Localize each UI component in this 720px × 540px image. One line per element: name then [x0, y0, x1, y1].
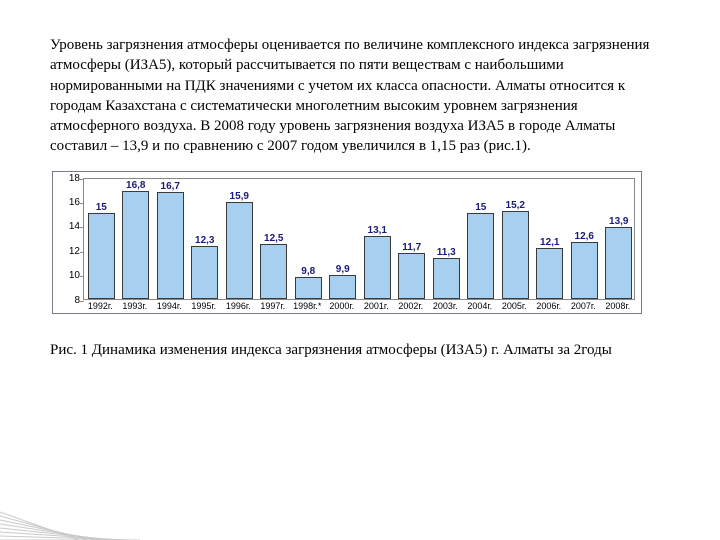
chart-bar: [191, 246, 218, 298]
chart-bar: [122, 191, 149, 298]
chart-x-tick-label: 1996г.: [221, 301, 256, 311]
chart-plot-area: 810121416181516,816,712,315,912,59,89,91…: [83, 178, 635, 300]
chart-x-tick-label: 2006г.: [532, 301, 567, 311]
chart-bar: [157, 192, 184, 298]
chart-x-tick-label: 2000г.: [325, 301, 360, 311]
chart-bar: [260, 244, 287, 299]
chart-bar-value-label: 13,1: [363, 225, 391, 236]
chart-container: 8 10 12 14 16 18 15 16,8 16,7 12,3 15,9 12,5 9,8 9,9 1…: [52, 171, 642, 314]
chart-bar: [502, 211, 529, 299]
chart-x-tick-label: 1994г.: [152, 301, 187, 311]
chart-y-tick: [80, 203, 84, 204]
chart-bar-value-label: 11,3: [432, 247, 460, 258]
figure-caption: Рис. 1 Динамика изменения индекса загряз…: [50, 340, 670, 360]
chart-x-tick-label: 2001г.: [359, 301, 394, 311]
chart-y-tick-label: 14: [60, 221, 80, 232]
chart-x-tick-label: 1995г.: [187, 301, 222, 311]
chart-x-tick-label: 1993г.: [118, 301, 153, 311]
chart-bar-value-label: 12,5: [260, 233, 288, 244]
corner-decoration: [0, 480, 140, 540]
chart-bar-value-label: 12,1: [536, 237, 564, 248]
chart-bar-value-label: 15,9: [225, 191, 253, 202]
chart-inner: 810121416181516,816,712,315,912,59,89,91…: [59, 178, 635, 311]
chart-x-tick-label: 2008г.: [601, 301, 636, 311]
chart-y-tick: [80, 252, 84, 253]
chart-bar: [571, 242, 598, 298]
chart-x-tick-label: 2004г.: [463, 301, 498, 311]
chart-bar-value-label: 9,8: [294, 266, 322, 277]
chart-y-tick-label: 16: [60, 197, 80, 208]
chart-y-tick-label: 12: [60, 246, 80, 257]
chart-x-axis-labels: 1992г.1993г.1994г.1995г.1996г.1997г.1998…: [59, 301, 635, 311]
chart-bar-value-label: 9,9: [329, 264, 357, 275]
chart-y-tick: [80, 301, 84, 302]
chart-x-tick-label: 2002г.: [394, 301, 429, 311]
chart-x-tick-label: 1992г.: [83, 301, 118, 311]
chart-y-tick: [80, 179, 84, 180]
chart-bar: [295, 277, 322, 299]
chart-bar-value-label: 12,6: [570, 231, 598, 242]
chart-bar-value-label: 15: [87, 202, 115, 213]
chart-y-tick-label: 8: [60, 295, 80, 306]
chart-bar: [605, 227, 632, 299]
chart-bar: [226, 202, 253, 298]
chart-bar-value-label: 13,9: [605, 216, 633, 227]
chart-x-tick-label: 2007г.: [566, 301, 601, 311]
chart-y-tick: [80, 276, 84, 277]
chart-bar-value-label: 15,2: [501, 200, 529, 211]
chart-bar-value-label: 15: [467, 202, 495, 213]
chart-y-tick-label: 18: [60, 173, 80, 184]
chart-x-tick-label: 1997г.: [256, 301, 291, 311]
chart-x-tick-label: 1998г.*: [290, 301, 325, 311]
chart-bar-value-label: 16,8: [122, 180, 150, 191]
chart-x-tick-label: 2003г.: [428, 301, 463, 311]
chart-bar: [88, 213, 115, 298]
chart-bar-value-label: 12,3: [191, 235, 219, 246]
chart-y-tick: [80, 227, 84, 228]
chart-bar: [433, 258, 460, 298]
chart-bar: [329, 275, 356, 298]
chart-bar-value-label: 16,7: [156, 181, 184, 192]
chart-x-tick-label: 2005г.: [497, 301, 532, 311]
body-paragraph: Уровень загрязнения атмосферы оцениваетс…: [50, 35, 670, 157]
chart-y-tick-label: 10: [60, 270, 80, 281]
chart-bar: [364, 236, 391, 298]
chart-bar-value-label: 11,7: [398, 242, 426, 253]
chart-bar: [467, 213, 494, 298]
chart-bar: [398, 253, 425, 298]
chart-bar: [536, 248, 563, 298]
